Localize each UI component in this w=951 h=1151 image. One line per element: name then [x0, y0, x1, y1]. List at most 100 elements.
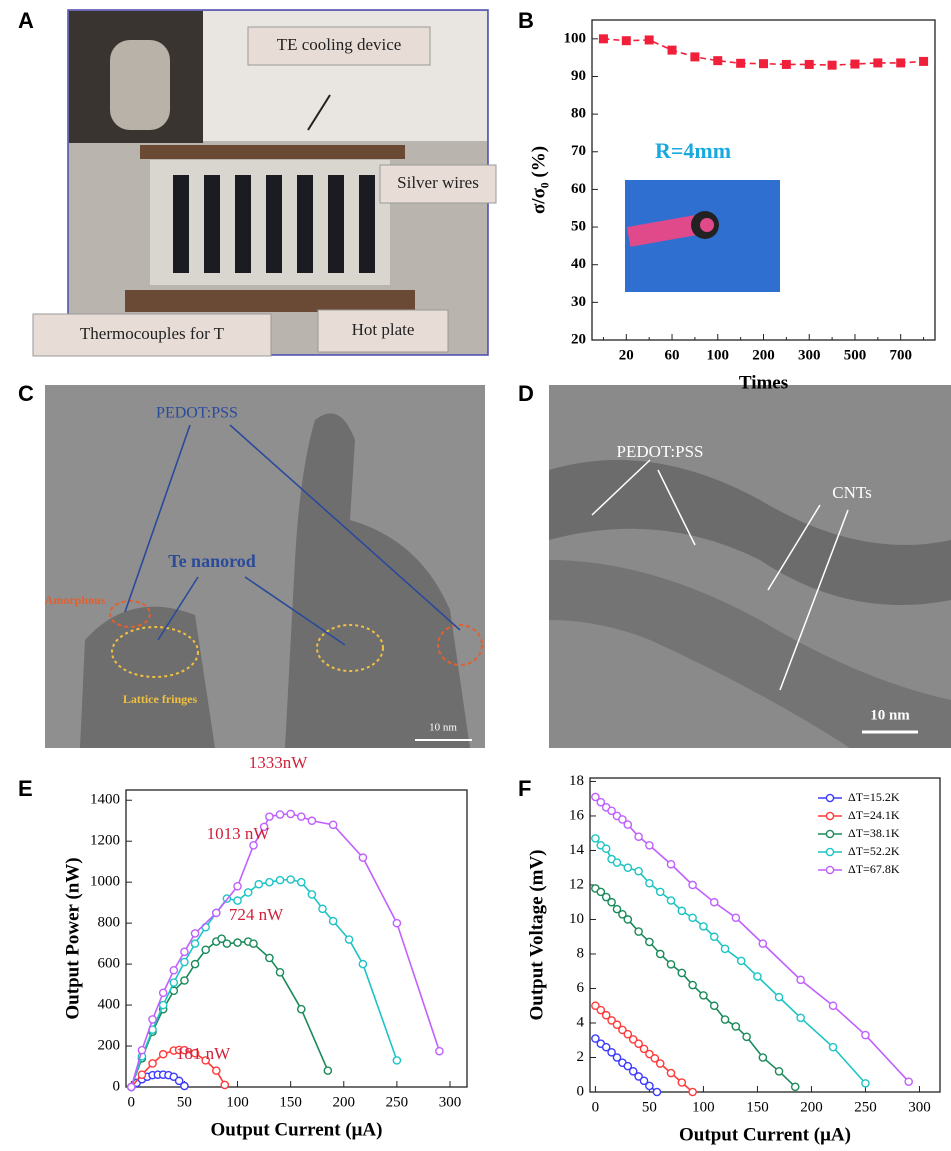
data-marker: [393, 920, 400, 927]
y-axis-label: Output Power (nW): [62, 857, 83, 1019]
x-tick-label: 200: [752, 347, 775, 363]
data-marker: [202, 946, 209, 953]
data-marker: [298, 879, 305, 886]
photo-label: Te nanorod: [168, 551, 256, 571]
scale-bar-label: 10 nm: [429, 722, 457, 734]
legend-marker: [826, 848, 833, 855]
data-marker: [613, 859, 620, 866]
data-marker: [138, 1047, 145, 1054]
data-marker: [266, 813, 273, 820]
data-marker: [266, 879, 273, 886]
legend-label: ΔT=67.8K: [848, 862, 900, 876]
data-marker: [711, 933, 718, 940]
panel-letter: A: [18, 8, 34, 33]
data-marker: [678, 1079, 685, 1086]
y-tick-label: 50: [571, 218, 586, 234]
data-marker: [646, 880, 653, 887]
data-marker: [393, 1057, 400, 1064]
y-tick-label: 18: [569, 773, 584, 789]
data-marker: [797, 1014, 804, 1021]
data-marker: [678, 969, 685, 976]
data-marker: [678, 907, 685, 914]
data-marker: [732, 1023, 739, 1030]
data-marker: [775, 1068, 782, 1075]
data-marker: [646, 842, 653, 849]
data-marker: [298, 1006, 305, 1013]
data-marker: [298, 813, 305, 820]
data-marker: [797, 976, 804, 983]
data-marker: [245, 889, 252, 896]
data-marker: [255, 881, 262, 888]
x-tick-label: 0: [592, 1099, 600, 1115]
inset-photo: [625, 180, 780, 292]
data-marker: [287, 876, 294, 883]
data-marker: [667, 897, 674, 904]
x-axis-label: Times: [739, 372, 788, 393]
panel-letter: C: [18, 381, 34, 406]
y-tick-label: 14: [569, 842, 585, 858]
data-marker: [160, 1051, 167, 1058]
data-marker: [775, 994, 782, 1001]
data-marker: [213, 909, 220, 916]
data-marker: [919, 57, 928, 66]
data-marker: [645, 35, 654, 44]
data-marker: [170, 967, 177, 974]
legend-marker: [826, 812, 833, 819]
y-tick-label: 10: [569, 911, 584, 927]
y-tick-label: 80: [571, 106, 586, 122]
y-tick-label: 8: [577, 945, 585, 961]
y-tick-label: 40: [571, 256, 586, 272]
data-marker: [160, 989, 167, 996]
y-tick-label: 100: [564, 30, 587, 46]
y-tick-label: 6: [577, 980, 585, 996]
x-tick-label: 60: [665, 347, 680, 363]
data-marker: [276, 969, 283, 976]
x-tick-label: 300: [908, 1099, 931, 1115]
data-marker: [711, 899, 718, 906]
annotation: 1013 nW: [207, 824, 271, 843]
y-tick-label: 1400: [90, 792, 120, 808]
data-marker: [149, 1016, 156, 1023]
y-tick-label: 60: [571, 181, 586, 197]
photo-c: PEDOT:PSS Te nanorod Amorphous Lattice f…: [45, 385, 485, 748]
x-tick-label: 20: [619, 347, 634, 363]
data-marker: [276, 811, 283, 818]
legend-label: ΔT=52.2K: [848, 844, 900, 858]
legend-label: ΔT=24.1K: [848, 808, 900, 822]
photo-label: TE cooling device: [277, 35, 402, 54]
x-tick-label: 250: [386, 1094, 409, 1110]
x-tick-label: 100: [692, 1099, 715, 1115]
data-marker: [657, 1060, 664, 1067]
data-marker: [862, 1080, 869, 1087]
data-marker: [690, 52, 699, 61]
data-marker: [319, 905, 326, 912]
data-marker: [624, 864, 631, 871]
data-marker: [359, 961, 366, 968]
data-marker: [743, 1033, 750, 1040]
x-tick-label: 100: [707, 347, 730, 363]
x-tick-label: 200: [800, 1099, 823, 1115]
photo-label: Hot plate: [352, 320, 415, 339]
y-tick-label: 20: [571, 331, 586, 347]
y-axis-label: Output Voltage (mV): [526, 849, 547, 1020]
x-tick-label: 300: [439, 1094, 462, 1110]
photo-label: Amorphous: [45, 593, 106, 607]
legend-marker: [826, 866, 833, 873]
x-axis-label: Output Current (μA): [211, 1119, 383, 1140]
data-marker: [782, 60, 791, 69]
data-marker: [862, 1031, 869, 1038]
photo-label: Silver wires: [397, 173, 479, 192]
y-tick-label: 4: [577, 1014, 585, 1030]
panel-letter: E: [18, 776, 33, 801]
data-marker: [635, 868, 642, 875]
data-marker: [738, 957, 745, 964]
annotation: 1333nW: [249, 753, 309, 772]
data-marker: [713, 56, 722, 65]
data-marker: [170, 979, 177, 986]
data-marker: [234, 897, 241, 904]
data-marker: [234, 883, 241, 890]
annotation: 724 nW: [229, 905, 284, 924]
data-marker: [657, 888, 664, 895]
data-marker: [689, 914, 696, 921]
annotation: R=4mm: [655, 138, 731, 163]
